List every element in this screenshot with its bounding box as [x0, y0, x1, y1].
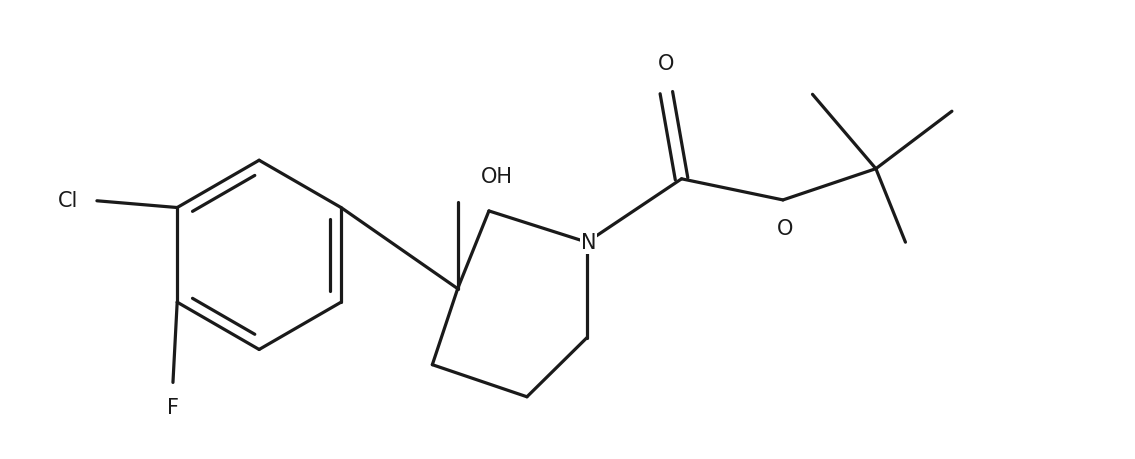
Text: O: O	[776, 218, 793, 239]
Text: Cl: Cl	[58, 191, 78, 211]
Text: F: F	[167, 397, 179, 418]
Text: O: O	[658, 54, 674, 74]
Text: N: N	[581, 233, 596, 253]
Text: OH: OH	[481, 167, 513, 187]
